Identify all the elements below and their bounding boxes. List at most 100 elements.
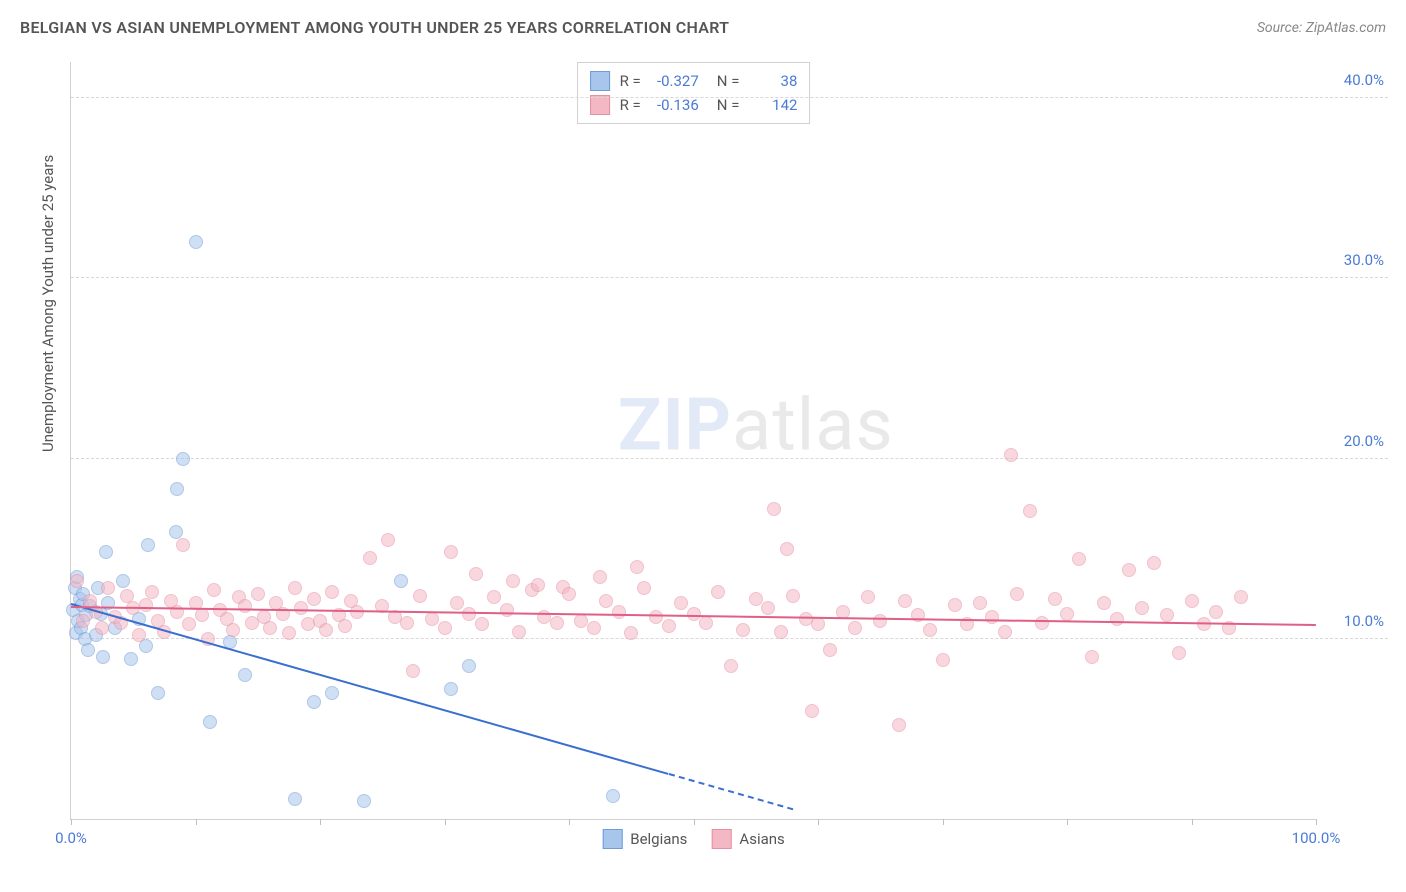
data-point	[606, 789, 620, 803]
data-point	[189, 235, 203, 249]
plot-area: ZIPatlas R =-0.327N =38R =-0.136N =142 B…	[70, 62, 1316, 820]
y-axis-label: Unemployment Among Youth under 25 years	[39, 155, 57, 452]
data-point	[1048, 592, 1062, 606]
data-point	[500, 603, 514, 617]
data-point	[1085, 650, 1099, 664]
gridline	[71, 97, 1388, 98]
data-point	[226, 623, 240, 637]
data-point	[1122, 563, 1136, 577]
gridline	[71, 277, 1388, 278]
n-label: N =	[717, 96, 740, 114]
data-point	[70, 574, 84, 588]
data-point	[687, 607, 701, 621]
n-value: 38	[749, 72, 797, 90]
data-point	[699, 616, 713, 630]
gridline	[71, 638, 1388, 639]
data-point	[1147, 556, 1161, 570]
x-tick	[71, 819, 72, 825]
n-label: N =	[717, 72, 740, 90]
data-point	[263, 621, 277, 635]
data-point	[512, 625, 526, 639]
legend-label: Asians	[739, 830, 784, 848]
data-point	[630, 560, 644, 574]
stats-row: R =-0.327N =38	[590, 69, 798, 93]
data-point	[786, 589, 800, 603]
data-point	[357, 794, 371, 808]
data-point	[1135, 601, 1149, 615]
data-point	[873, 614, 887, 628]
data-point	[394, 574, 408, 588]
data-point	[145, 585, 159, 599]
gridline	[71, 458, 1388, 459]
data-point	[99, 545, 113, 559]
data-point	[294, 601, 308, 615]
data-point	[101, 581, 115, 595]
correlation-stats-box: R =-0.327N =38R =-0.136N =142	[577, 62, 811, 124]
data-point	[767, 502, 781, 516]
data-point	[444, 545, 458, 559]
legend-item: Belgians	[602, 829, 687, 849]
data-point	[203, 715, 217, 729]
data-point	[95, 621, 109, 635]
x-tick	[943, 819, 944, 825]
data-point	[319, 623, 333, 637]
data-point	[724, 659, 738, 673]
x-tick-label: 100.0%	[1292, 829, 1341, 847]
data-point	[176, 538, 190, 552]
data-point	[898, 594, 912, 608]
watermark: ZIPatlas	[618, 383, 894, 468]
r-value: -0.327	[651, 72, 699, 90]
data-point	[1072, 552, 1086, 566]
chart-area: Unemployment Among Youth under 25 years …	[48, 62, 1388, 842]
data-point	[923, 623, 937, 637]
data-point	[599, 594, 613, 608]
data-point	[381, 533, 395, 547]
legend-swatch	[711, 829, 731, 849]
data-point	[238, 668, 252, 682]
data-point	[487, 590, 501, 604]
data-point	[749, 592, 763, 606]
data-point	[116, 574, 130, 588]
data-point	[76, 614, 90, 628]
data-point	[251, 587, 265, 601]
data-point	[1035, 616, 1049, 630]
data-point	[1185, 594, 1199, 608]
data-point	[1234, 590, 1248, 604]
data-point	[469, 567, 483, 581]
data-point	[1060, 607, 1074, 621]
r-label: R =	[620, 96, 641, 114]
x-tick	[694, 819, 695, 825]
legend-label: Belgians	[630, 830, 687, 848]
x-tick-label: 0.0%	[55, 829, 87, 847]
data-point	[662, 619, 676, 633]
x-tick	[320, 819, 321, 825]
data-point	[325, 686, 339, 700]
data-point	[823, 643, 837, 657]
x-tick	[569, 819, 570, 825]
data-point	[238, 599, 252, 613]
data-point	[151, 686, 165, 700]
data-point	[1209, 605, 1223, 619]
data-point	[998, 625, 1012, 639]
header: BELGIAN VS ASIAN UNEMPLOYMENT AMONG YOUT…	[0, 0, 1406, 47]
data-point	[450, 596, 464, 610]
data-point	[761, 601, 775, 615]
data-point	[1004, 448, 1018, 462]
data-point	[307, 592, 321, 606]
data-point	[462, 659, 476, 673]
data-point	[96, 650, 110, 664]
data-point	[325, 585, 339, 599]
n-value: 142	[749, 96, 797, 114]
x-tick	[1067, 819, 1068, 825]
data-point	[736, 623, 750, 637]
data-point	[170, 482, 184, 496]
data-point	[562, 587, 576, 601]
trend-line	[668, 773, 793, 810]
data-point	[612, 605, 626, 619]
data-point	[288, 792, 302, 806]
data-point	[892, 718, 906, 732]
data-point	[132, 628, 146, 642]
legend-item: Asians	[711, 829, 784, 849]
data-point	[624, 626, 638, 640]
data-point	[587, 621, 601, 635]
